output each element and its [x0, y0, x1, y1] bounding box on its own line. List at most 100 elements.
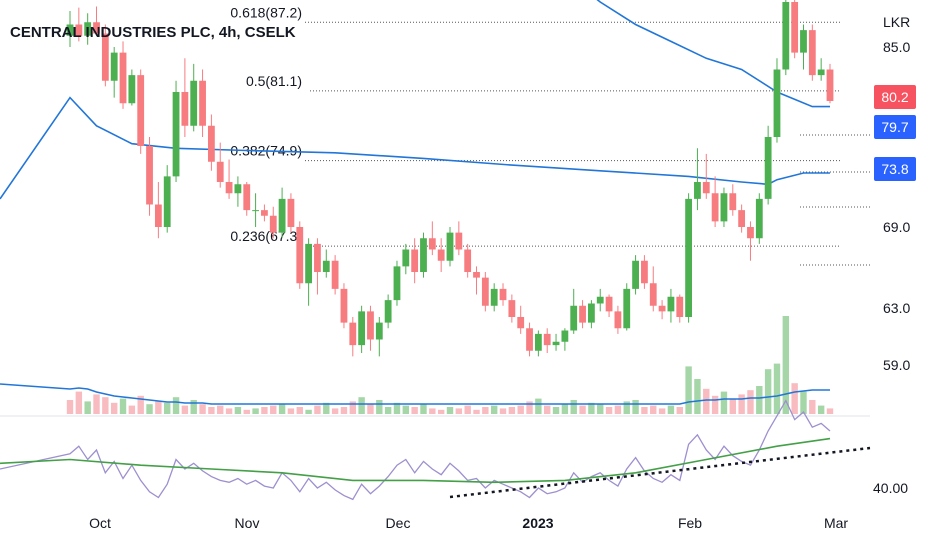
candle-body [808, 30, 816, 76]
price-badge [874, 157, 916, 181]
volume-bar [384, 407, 392, 414]
price-badge-label: 80.2 [881, 89, 908, 105]
volume-bar [305, 409, 312, 414]
candle-body [579, 305, 586, 323]
candle-body [773, 69, 781, 137]
candle-body [738, 210, 746, 227]
candle-body [641, 260, 648, 284]
candle-body [269, 215, 277, 233]
volume-bar [817, 405, 825, 414]
candle-body [473, 272, 480, 278]
volume-bar [146, 404, 153, 414]
candle-body [349, 322, 357, 346]
candle-body [216, 161, 224, 182]
candle-body [499, 288, 507, 301]
candle-body [720, 193, 728, 222]
volume-bar [579, 405, 586, 414]
candle-body [234, 184, 242, 194]
volume-bar [650, 405, 657, 414]
candle-body [632, 260, 639, 289]
volume-bar [402, 405, 410, 414]
candle-body [137, 75, 145, 146]
volume-bar [588, 402, 595, 414]
candle-body [702, 182, 710, 194]
volume-bar [323, 402, 330, 414]
candle-body [207, 125, 215, 162]
price-badge [874, 85, 916, 109]
candle-body [711, 193, 719, 222]
candle-body [658, 305, 666, 312]
volume-bar [66, 400, 74, 414]
volume-bar [455, 408, 463, 414]
volume-bar [685, 366, 692, 414]
candle-body [128, 75, 136, 104]
moving-averages [0, 0, 830, 200]
candle-body [437, 249, 445, 261]
candle-body [623, 288, 631, 329]
volume-bar [552, 407, 560, 414]
candle-body [676, 296, 684, 317]
axes: 85.0 69.0 63.0 59.0 40.00 Oct Nov Dec 2023 Feb Mar [89, 39, 910, 531]
candle-body [755, 198, 763, 239]
volume-bar [597, 404, 604, 414]
price-tick-label: 63.0 [883, 300, 910, 316]
volume-bar [756, 386, 763, 414]
candle-body [384, 300, 392, 323]
volume-bar [393, 402, 401, 414]
volume-bar [234, 407, 242, 414]
price-badge [874, 115, 916, 139]
candle-body [340, 288, 348, 323]
volume-bar [102, 397, 109, 414]
fib-label: 0.5(81.1) [246, 73, 302, 89]
candle-body [110, 52, 118, 81]
volume-bar [164, 402, 171, 414]
volume-bar [499, 408, 507, 414]
price-badge-label: 73.8 [881, 161, 908, 177]
volume-bar [376, 400, 383, 414]
volume-bar [446, 407, 454, 414]
volume-bar [729, 398, 736, 414]
currency-label: LKR [883, 14, 910, 30]
price-tick-label: 69.0 [883, 219, 910, 235]
time-tick-label: Dec [386, 515, 411, 531]
volume-bar [605, 407, 613, 414]
candle-body [446, 232, 454, 261]
candle-body [570, 305, 578, 331]
price-tick-label: 59.0 [883, 357, 910, 373]
volume-bar [155, 401, 162, 414]
volume-bar [261, 407, 268, 414]
price-badge-label: 79.7 [881, 119, 908, 135]
candle-body [252, 210, 259, 212]
candle-body [119, 52, 127, 104]
volume-bar [782, 316, 790, 414]
candle-body [287, 198, 295, 227]
volume-bar [676, 407, 683, 414]
ma-upper-line [596, 0, 830, 108]
volume-bar [287, 408, 295, 414]
volume-bar [314, 405, 321, 414]
volume-ma-line [0, 383, 830, 405]
candle-body [84, 22, 92, 36]
volume-bar [641, 407, 648, 414]
volume-bar [137, 395, 144, 414]
candle-body [314, 243, 321, 272]
candle-body [667, 296, 675, 312]
candle-body [685, 198, 693, 317]
candle-body [464, 249, 472, 272]
candle-body [587, 303, 595, 323]
candle-body [163, 176, 171, 227]
volume-bar [720, 391, 728, 414]
rsi-pane [0, 399, 871, 501]
volume-bar [75, 391, 83, 414]
candle-body [146, 146, 153, 205]
candle-body [278, 198, 286, 233]
candle-body [526, 328, 533, 351]
volume-bars [0, 316, 834, 414]
volume-bar [181, 405, 189, 414]
volume-bar [826, 408, 834, 414]
candle-body [261, 210, 268, 216]
volume-bar [199, 404, 206, 414]
volume-bar [561, 404, 569, 414]
candle-body [375, 322, 383, 340]
